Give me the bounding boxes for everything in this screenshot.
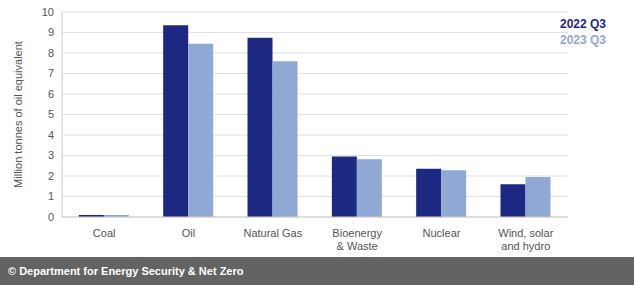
svg-text:Nuclear: Nuclear <box>423 227 461 239</box>
html-text:© Department for Energy Securi: © Department for Energy Security & Net Z… <box>8 265 244 277</box>
svg-text:Coal: Coal <box>93 227 116 239</box>
svg-text:6: 6 <box>48 88 54 100</box>
svg-text:Natural Gas: Natural Gas <box>243 227 302 239</box>
svg-text:10: 10 <box>42 6 54 18</box>
html-text:2023 Q3: 2023 Q3 <box>560 33 606 47</box>
svg-text:2: 2 <box>48 170 54 182</box>
html-text:2022 Q3: 2022 Q3 <box>560 17 606 31</box>
svg-text:Wind, solarand hydro: Wind, solarand hydro <box>498 227 553 252</box>
svg-text:Million tonnes of oil equivale: Million tonnes of oil equivalent <box>12 41 24 188</box>
svg-text:3: 3 <box>48 149 54 161</box>
svg-text:1: 1 <box>48 190 54 202</box>
svg-text:4: 4 <box>48 129 54 141</box>
svg-text:5: 5 <box>48 108 54 120</box>
svg-text:0: 0 <box>48 211 54 223</box>
svg-text:8: 8 <box>48 47 54 59</box>
svg-text:Bioenergy& Waste: Bioenergy& Waste <box>332 227 382 252</box>
svg-text:7: 7 <box>48 67 54 79</box>
svg-text:Oil: Oil <box>182 227 195 239</box>
svg-text:9: 9 <box>48 26 54 38</box>
